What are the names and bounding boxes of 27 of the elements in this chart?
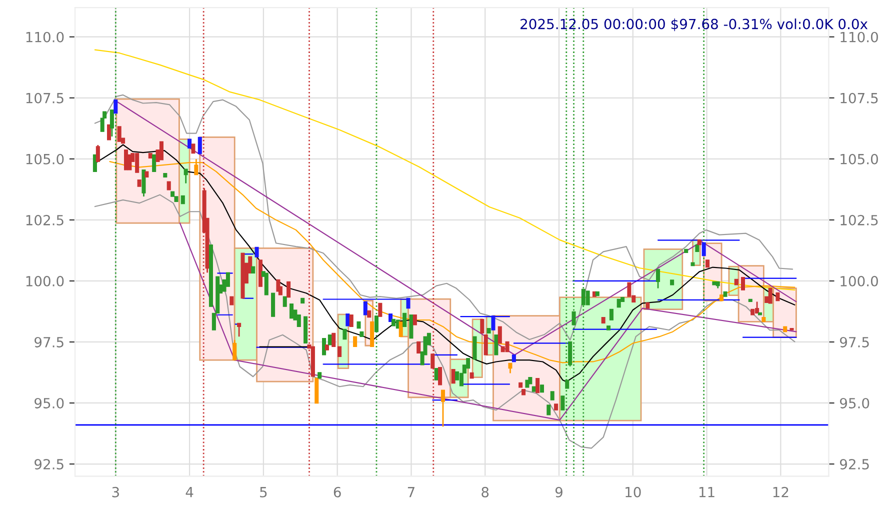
y-tick-label: 102.5 — [26, 214, 64, 226]
y2-tick-label: 107.5 — [840, 92, 878, 104]
y2-tick-label: 100.0 — [840, 276, 878, 286]
x-tick-label: 10 — [626, 486, 641, 498]
x-tick-label: 11 — [699, 487, 714, 498]
x-tick-label: 8 — [482, 486, 489, 498]
y2-tick-label: 110.0 — [840, 32, 878, 42]
y2-tick-label: 92.5 — [840, 458, 869, 470]
y-tick-label: 110.0 — [26, 32, 64, 42]
y-tick-label: 92.5 — [34, 458, 64, 470]
y-tick-label: 95.0 — [34, 398, 64, 408]
x-tick-label: 9 — [555, 486, 562, 498]
text: 2025.12.05 00:00:00 $97.68 -0.31% vol:0.0K 0.0x — [520, 18, 868, 32]
x-tick-label: 6 — [334, 486, 341, 498]
x-tick-label: 4 — [186, 487, 194, 498]
y2-tick-label: 95.0 — [840, 398, 870, 408]
x-tick-label: 12 — [773, 486, 788, 498]
y-tick-label: 105.0 — [26, 154, 64, 164]
x-tick-label: 7 — [408, 487, 414, 498]
y2-tick-label: 102.5 — [840, 214, 878, 226]
y2-tick-label: 105.0 — [840, 154, 878, 164]
y2-tick-label: 97.5 — [840, 336, 869, 348]
y-tick-label: 100.0 — [26, 276, 64, 286]
y-tick-label: 97.5 — [34, 336, 64, 348]
x-tick-label: 3 — [112, 486, 119, 498]
x-tick-label: 5 — [260, 487, 267, 498]
y-tick-label: 107.5 — [26, 92, 64, 104]
